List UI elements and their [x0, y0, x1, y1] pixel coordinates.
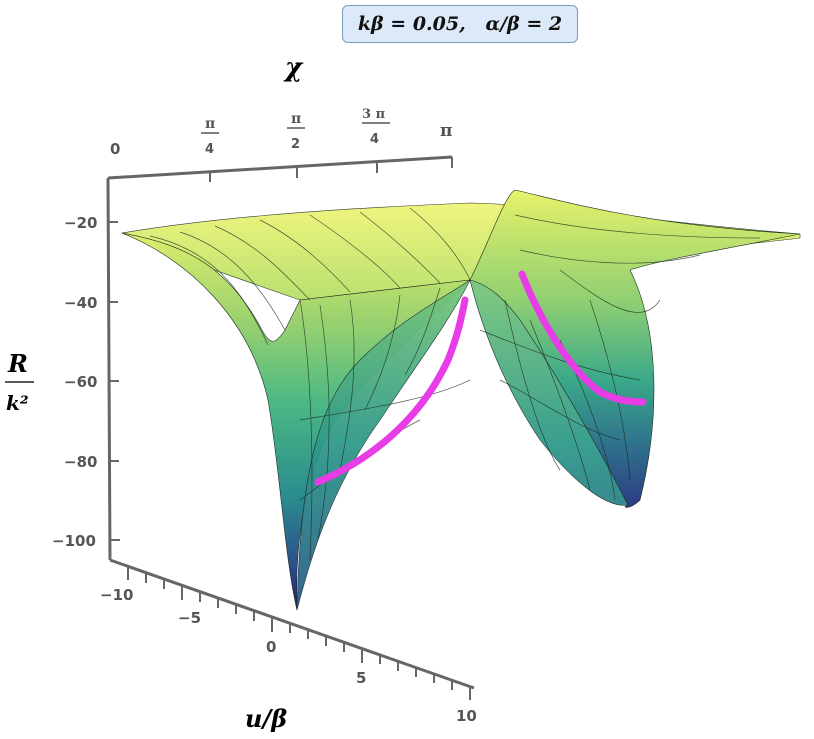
chi-tick-pi: π — [440, 121, 452, 141]
r-axis-title-num: R — [7, 349, 28, 378]
r-tick-100: −100 — [52, 532, 96, 550]
r-tick-80: −80 — [64, 453, 97, 471]
chi-tick-0: 0 — [110, 140, 120, 158]
u-axis-title: u/β — [245, 704, 287, 733]
u-axis-line — [109, 558, 475, 690]
chi-tick-pi2-num: π — [291, 111, 301, 127]
chi-axis-line — [107, 155, 453, 180]
u-tick-0: 0 — [266, 638, 276, 656]
r-axis-line — [106, 177, 112, 561]
chi-axis-title: χ — [283, 53, 304, 83]
chi-tick-3pi4-den: 4 — [370, 132, 379, 147]
highlight-curve-left — [314, 296, 469, 486]
r-tick-40: −40 — [64, 294, 97, 312]
r-tick-20: −20 — [64, 214, 97, 232]
parameter-box: kβ = 0.05, α/β = 2 — [342, 5, 578, 43]
chi-tick-pi2-den: 2 — [291, 137, 300, 152]
chi-ticks — [209, 157, 453, 182]
u-tick-neg5: −5 — [178, 609, 201, 627]
axis-frame — [106, 155, 475, 690]
chi-tick-pi4-den: 4 — [205, 142, 214, 157]
surface-right-ridge — [469, 189, 801, 508]
r-tick-60: −60 — [64, 373, 97, 391]
u-ticks — [127, 566, 471, 700]
r-axis-title-den: k² — [6, 391, 29, 415]
u-tick-10: 10 — [456, 707, 477, 725]
chi-tick-pi4-num: π — [205, 116, 215, 132]
chi-tick-3pi4-num: 3 π — [362, 107, 386, 122]
r-ticks — [108, 221, 120, 541]
u-tick-5: 5 — [356, 669, 366, 687]
highlight-curve-right — [518, 270, 647, 406]
u-tick-neg10: −10 — [100, 586, 133, 604]
